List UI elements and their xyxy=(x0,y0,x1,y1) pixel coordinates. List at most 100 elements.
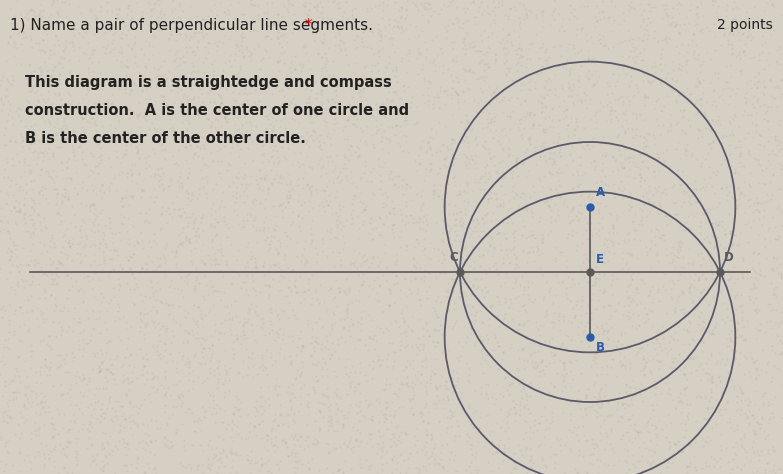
Point xyxy=(717,97,730,104)
Point xyxy=(319,359,331,367)
Point xyxy=(286,115,298,122)
Point xyxy=(88,352,101,360)
Point xyxy=(277,436,290,443)
Point xyxy=(655,231,668,238)
Point xyxy=(490,395,503,403)
Point xyxy=(676,62,688,70)
Point xyxy=(104,246,117,254)
Point xyxy=(438,155,451,163)
Point xyxy=(338,414,351,422)
Point xyxy=(738,106,750,114)
Point xyxy=(385,123,398,130)
Point xyxy=(607,43,619,50)
Point xyxy=(728,169,741,176)
Point xyxy=(706,329,719,337)
Point xyxy=(384,137,396,145)
Point xyxy=(48,306,60,314)
Point xyxy=(554,441,566,449)
Point xyxy=(490,167,503,174)
Point xyxy=(160,102,172,110)
Point xyxy=(20,309,33,316)
Point xyxy=(551,176,564,183)
Point xyxy=(596,159,608,166)
Point xyxy=(78,18,91,25)
Point xyxy=(556,371,568,379)
Point xyxy=(766,0,778,8)
Point xyxy=(92,276,105,284)
Point xyxy=(533,197,546,204)
Point xyxy=(390,250,402,257)
Point xyxy=(698,155,711,163)
Point xyxy=(126,161,139,168)
Point xyxy=(533,441,546,449)
Point xyxy=(673,351,686,358)
Point xyxy=(254,65,266,73)
Point xyxy=(29,453,41,460)
Point xyxy=(13,111,25,118)
Point xyxy=(643,292,655,299)
Point xyxy=(489,56,501,64)
Point xyxy=(348,120,360,128)
Point xyxy=(672,139,684,146)
Point xyxy=(524,424,536,431)
Point xyxy=(635,222,648,229)
Point xyxy=(759,469,771,474)
Point xyxy=(333,288,345,296)
Point xyxy=(338,323,351,331)
Point xyxy=(23,230,36,238)
Point xyxy=(229,392,242,400)
Point xyxy=(388,411,400,419)
Point xyxy=(622,173,634,180)
Point xyxy=(15,337,27,345)
Point xyxy=(266,21,279,28)
Point xyxy=(161,324,174,332)
Point xyxy=(482,3,494,10)
Point xyxy=(144,448,157,456)
Point xyxy=(234,180,247,188)
Point xyxy=(496,1,508,9)
Point xyxy=(175,204,188,211)
Point xyxy=(486,0,499,5)
Point xyxy=(350,296,363,304)
Point xyxy=(33,10,45,18)
Point xyxy=(161,204,174,212)
Point xyxy=(625,65,637,73)
Point xyxy=(632,428,644,436)
Point xyxy=(190,237,203,245)
Point xyxy=(616,194,629,202)
Point xyxy=(34,165,47,173)
Point xyxy=(502,319,514,326)
Point xyxy=(436,248,449,255)
Point xyxy=(283,396,296,404)
Point xyxy=(543,443,556,451)
Point xyxy=(175,402,187,410)
Point xyxy=(141,319,153,326)
Point xyxy=(734,143,746,151)
Point xyxy=(619,238,631,246)
Point xyxy=(576,296,589,303)
Point xyxy=(301,391,314,398)
Point xyxy=(213,267,226,274)
Point xyxy=(35,68,48,76)
Point xyxy=(153,126,166,133)
Point xyxy=(640,93,653,100)
Point xyxy=(482,458,494,465)
Point xyxy=(575,209,587,217)
Point xyxy=(312,201,325,209)
Point xyxy=(186,367,199,375)
Point xyxy=(210,444,222,452)
Point xyxy=(377,199,389,207)
Point xyxy=(305,132,317,140)
Point xyxy=(752,420,765,428)
Point xyxy=(694,239,706,247)
Point xyxy=(144,219,157,226)
Point xyxy=(307,137,319,144)
Point xyxy=(285,451,298,458)
Point xyxy=(248,258,261,265)
Point xyxy=(62,308,74,315)
Point xyxy=(200,335,212,343)
Point xyxy=(332,248,345,256)
Point xyxy=(723,100,735,108)
Point xyxy=(276,111,289,118)
Point xyxy=(11,0,23,4)
